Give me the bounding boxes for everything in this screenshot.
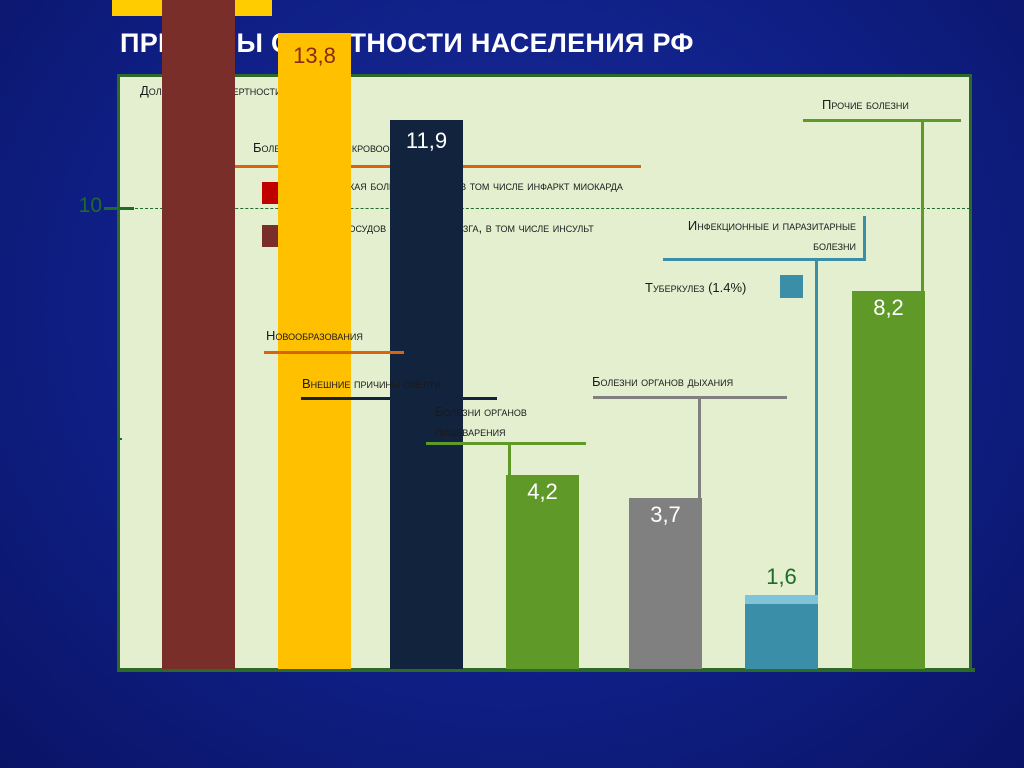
bar-other [852, 290, 925, 669]
bar-digestive [506, 475, 579, 669]
bar-value-other: 8,2 [873, 294, 904, 320]
y-axis [117, 74, 120, 672]
x-axis [117, 668, 975, 672]
category-label-neoplasms: Новообразования [266, 328, 363, 343]
bar-respiratory [629, 498, 702, 669]
category-label-respiratory: Болезни органов дыхания [592, 374, 734, 389]
y-tick-label: 10 [78, 194, 102, 217]
bar-value-external: 11,9 [405, 128, 448, 154]
bar-value-infectious: 1,6 [766, 564, 797, 590]
leader-infectious-h [663, 258, 866, 261]
bar-infectious [745, 604, 818, 669]
bar-value-respiratory: 3,7 [650, 502, 681, 528]
leader-respiratory-v [698, 396, 701, 499]
label-tuberculosis: Туберкулез (1.4%) [645, 280, 747, 295]
bar-external [390, 120, 463, 669]
y-tick [104, 206, 134, 210]
swatch-tuberculosis [780, 275, 803, 298]
bar-circulatory-stroke [162, 0, 235, 669]
bar-neoplasms [278, 32, 351, 669]
bar-value-neoplasms: 13,8 [293, 42, 336, 68]
leader-other-h [803, 119, 961, 122]
leader-other-v [921, 119, 924, 291]
leader-digestive-v [508, 442, 511, 476]
gridline [120, 207, 970, 209]
bar-value-digestive: 4,2 [527, 479, 558, 505]
category-label-digestive: Болезни органов пищеварения [435, 404, 527, 439]
category-label-infectious: Инфекционные и паразитарные болезни [687, 218, 856, 253]
category-label-external: Внешние причины смерти [302, 376, 441, 391]
leader-neoplasms-h [264, 351, 404, 354]
leader-infectious-hook [863, 216, 866, 261]
leader-digestive-h [426, 442, 586, 445]
leader-infectious-v [815, 258, 818, 596]
leader-external-h [301, 397, 497, 400]
category-label-other: Прочие болезни [822, 97, 909, 112]
y-minor-tick [118, 437, 122, 440]
bar-infectious-top [745, 595, 818, 605]
leader-respiratory-h [593, 396, 787, 399]
